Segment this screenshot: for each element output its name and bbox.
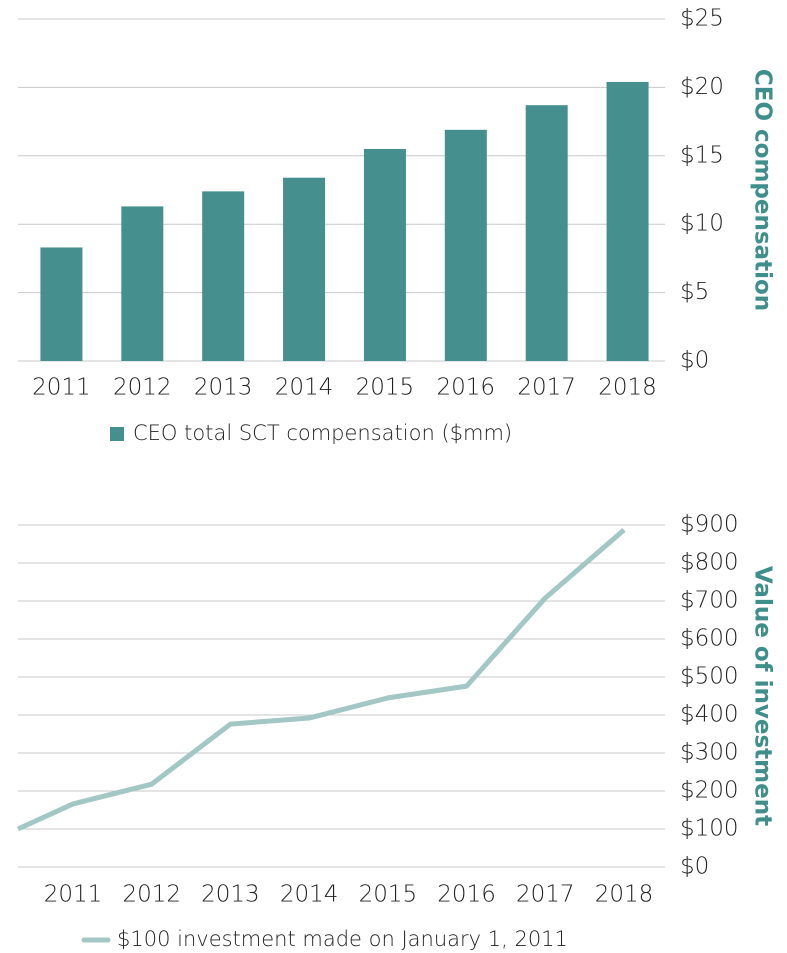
bar <box>444 129 487 361</box>
x-tick-label: 2013 <box>201 882 260 908</box>
bar <box>363 148 406 361</box>
y-axis-title: CEO compensation <box>750 69 776 311</box>
x-tick-label: 2016 <box>437 375 496 401</box>
bar <box>283 177 326 361</box>
x-tick-label: 2011 <box>32 375 91 401</box>
y-tick-label: $5 <box>680 279 709 305</box>
x-tick-label: 2012 <box>113 375 172 401</box>
x-tick-label: 2012 <box>122 882 181 908</box>
bar <box>40 247 83 361</box>
x-tick-label: 2011 <box>44 882 103 908</box>
y-tick-label: $900 <box>680 512 739 538</box>
bar <box>202 191 245 361</box>
x-tick-label: 2014 <box>280 882 339 908</box>
y-tick-label: $15 <box>680 142 724 168</box>
y-tick-label: $20 <box>680 74 724 100</box>
legend-label: $100 investment made on January 1, 2011 <box>117 927 568 951</box>
y-tick-label: $10 <box>680 211 724 237</box>
y-tick-label: $400 <box>680 702 739 728</box>
x-tick-label: 2017 <box>517 375 576 401</box>
x-tick-label: 2018 <box>598 375 657 401</box>
bar <box>606 81 649 361</box>
x-tick-label: 2013 <box>194 375 253 401</box>
legend-label: CEO total SCT compensation ($mm) <box>133 421 512 445</box>
legend-swatch <box>110 427 124 441</box>
y-tick-label: $600 <box>680 626 739 652</box>
x-tick-label: 2017 <box>516 882 575 908</box>
x-tick-label: 2015 <box>356 375 415 401</box>
x-tick-label: 2016 <box>437 882 496 908</box>
y-axis-title: Value of investment <box>750 566 776 826</box>
y-tick-label: $0 <box>680 854 709 880</box>
y-tick-label: $100 <box>680 816 739 842</box>
line <box>16 528 626 832</box>
y-tick-label: $500 <box>680 664 739 690</box>
x-tick-label: 2018 <box>595 882 654 908</box>
x-tick-label: 2014 <box>275 375 334 401</box>
x-tick-label: 2015 <box>359 882 418 908</box>
bar <box>525 105 568 362</box>
y-tick-label: $300 <box>680 740 739 766</box>
bar <box>121 206 164 361</box>
y-tick-label: $0 <box>680 348 709 374</box>
y-tick-label: $800 <box>680 550 739 576</box>
y-tick-label: $700 <box>680 588 739 614</box>
y-tick-label: $25 <box>680 6 724 32</box>
y-tick-label: $200 <box>680 778 739 804</box>
